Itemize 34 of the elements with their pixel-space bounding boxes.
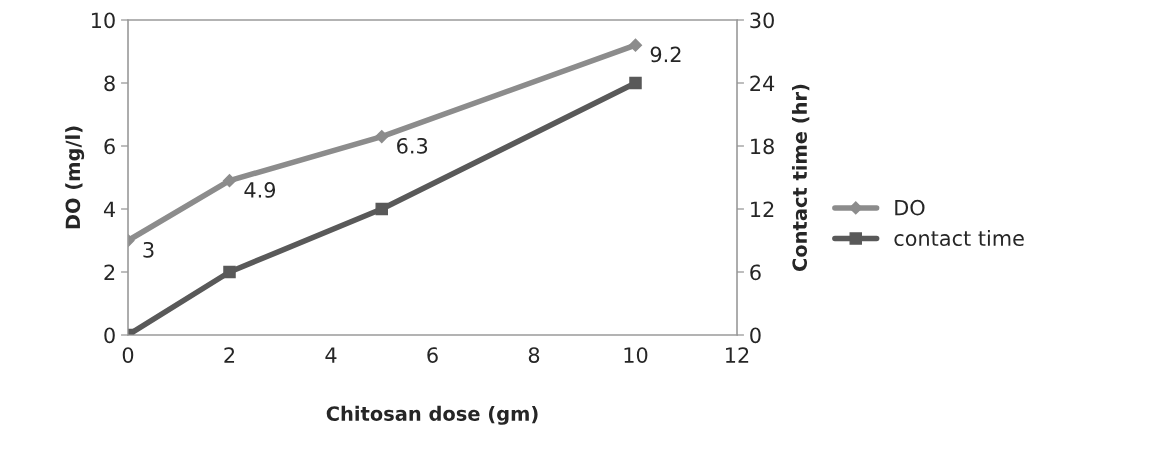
data-label: 3 xyxy=(143,241,154,258)
y-tick-label: 2 xyxy=(104,264,115,280)
y-tick-label: 8 xyxy=(104,75,115,92)
y2-axis-title: Contact time (hr) xyxy=(791,84,810,271)
y-tick-label: 10 xyxy=(91,12,115,29)
y2-tick-label: 24 xyxy=(750,75,775,91)
point xyxy=(223,265,236,279)
y-tick-label: 0 xyxy=(104,327,115,344)
data-label: 4.9 xyxy=(244,182,276,198)
y2-tick-label: 6 xyxy=(750,264,761,281)
data-label: 9.2 xyxy=(650,46,681,63)
y2-tick-label: 18 xyxy=(751,138,774,155)
legend-label: contact time xyxy=(894,229,1024,247)
y-axis-title: DO (mg/l) xyxy=(65,126,85,229)
point xyxy=(375,202,389,216)
x-tick-label: 4 xyxy=(325,347,337,363)
point xyxy=(222,174,237,188)
y-tick-label: 4 xyxy=(103,201,116,217)
point xyxy=(629,76,642,90)
x-tick-label: 8 xyxy=(528,347,540,363)
y2-tick-label: 0 xyxy=(750,327,761,344)
x-axis-title: Chitosan dose (gm) xyxy=(326,405,538,425)
x-tick-label: 0 xyxy=(122,347,134,363)
x-tick-label: 12 xyxy=(726,347,749,363)
y2-tick-label: 30 xyxy=(750,12,774,29)
y2-tick-label: 12 xyxy=(751,201,774,217)
y-tick-label: 6 xyxy=(104,138,115,155)
x-tick-label: 6 xyxy=(427,347,438,363)
x-tick-label: 2 xyxy=(224,347,235,363)
data-label: 6.3 xyxy=(397,137,428,154)
legend-label: DO xyxy=(895,199,925,216)
x-tick-label: 10 xyxy=(624,347,648,363)
point xyxy=(628,38,643,52)
point xyxy=(375,129,389,144)
